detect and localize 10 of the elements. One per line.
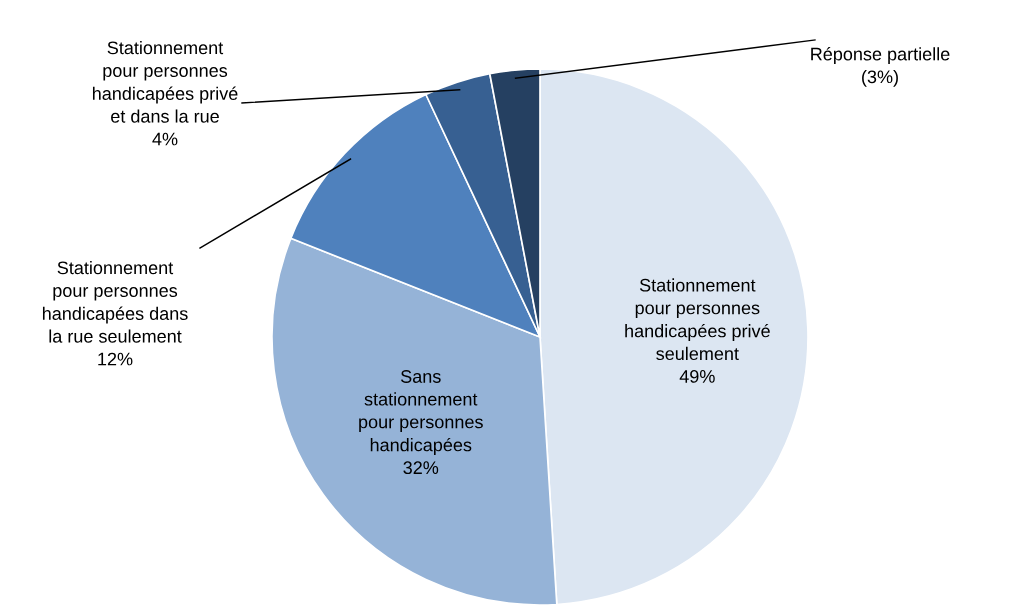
slice-label: Sans stationnement pour personnes handicapées <box>359 370 483 455</box>
data-label: 32% <box>403 461 439 475</box>
data-label: 49% <box>679 370 715 383</box>
slice-label: Stationnement pour personnes handicapées privé seulement <box>625 278 770 361</box>
data-label: 4% <box>152 132 178 146</box>
data-label: (3%) <box>862 69 898 87</box>
slice-label: Stationnement pour personnes handicapées dans la rue seulement <box>42 260 188 343</box>
slice-label: Réponse partielle <box>811 47 950 65</box>
data-label: 12% <box>98 352 133 366</box>
slice-label: Stationnement pour personnes handicapées privé et dans la rue <box>92 40 238 123</box>
